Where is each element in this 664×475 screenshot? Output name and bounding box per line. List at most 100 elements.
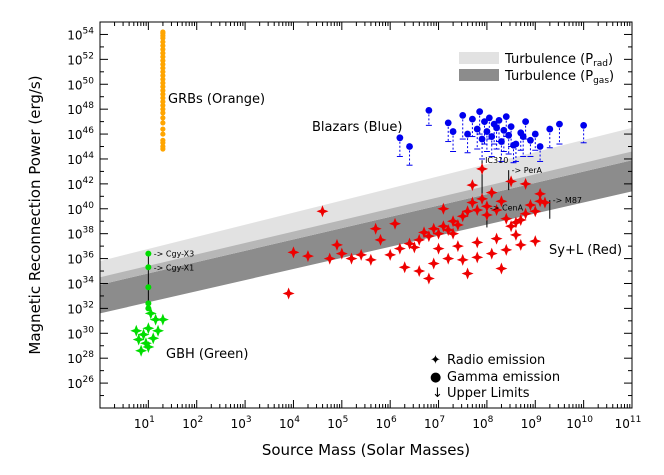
grbs-point (160, 131, 166, 137)
sy-l-point (323, 252, 336, 265)
blazars-point (507, 123, 515, 130)
sy-l-point (345, 252, 358, 265)
sy-l-point (466, 179, 479, 192)
legend-swatch-prad (459, 52, 499, 64)
sy-l-point (447, 215, 460, 228)
y-axis-title: Magnetic Reconnection Power (erg/s) (26, 75, 44, 354)
sy-l-point (534, 187, 547, 200)
sy-l-point (529, 205, 542, 218)
sy-l-point (282, 287, 295, 300)
y-tick-label: 1028 (67, 350, 94, 366)
sy-l-point (413, 233, 426, 246)
grbs-point (160, 110, 166, 116)
grbs-point (160, 87, 166, 94)
grbs-point (160, 106, 166, 112)
sy-l-point (374, 233, 387, 246)
gbh-point (135, 344, 148, 357)
gbh-point (130, 324, 143, 337)
sy-l-point (403, 237, 416, 250)
sy-l-point (408, 241, 421, 254)
sy-l-point (471, 204, 484, 217)
sy-l-point (364, 253, 377, 266)
sy-l-point (442, 223, 455, 236)
y-tick-label: 1036 (67, 251, 94, 267)
sy-l-point (287, 246, 300, 259)
sy-l-point (485, 247, 498, 260)
y-tick-label: 1048 (67, 101, 94, 117)
x-tick-label: 103 (231, 415, 252, 431)
grbs-point (160, 80, 166, 86)
y-tick-label: 1034 (67, 275, 94, 291)
gbh-point (132, 333, 145, 346)
annotation-blazar: Blazars (Blue) (312, 120, 402, 135)
sy-l-point (330, 238, 343, 251)
sy-l-point (509, 228, 522, 241)
blazars-point (498, 138, 505, 145)
blazars-point (580, 121, 588, 129)
sy-l-point (480, 200, 493, 213)
gbh-point (145, 284, 152, 291)
grbs-point (160, 43, 166, 49)
grbs-point (160, 58, 166, 64)
source-label: -> M87 (553, 196, 582, 205)
blazars-point (522, 118, 529, 126)
source-label: -> Cgy-X3 (154, 250, 194, 259)
grbs-point (160, 72, 166, 79)
y-tick-label: 1054 (67, 26, 94, 42)
grbs-point (160, 50, 166, 56)
grbs-point (160, 91, 166, 97)
grbs-point (160, 76, 166, 82)
blazars-point (500, 126, 508, 134)
grbs-point (160, 69, 166, 75)
blazars-point (527, 136, 534, 144)
blazars-point (546, 125, 554, 133)
sy-l-point (422, 272, 435, 285)
blazars-point (483, 128, 491, 135)
blazars-point (481, 118, 488, 126)
sy-l-point (447, 227, 460, 240)
blazars-point (464, 130, 471, 138)
gbh-point (144, 307, 157, 320)
legend-bands: Turbulence (Prad) Turbulence (Pgas) (459, 52, 614, 86)
blazars-point (519, 133, 527, 140)
sy-l-point (490, 204, 503, 217)
legend-gamma-icon: ● (430, 370, 441, 385)
x-tick-label: 109 (521, 415, 542, 431)
blazars-point (449, 128, 457, 135)
sy-l-point (476, 162, 489, 175)
source-label: -> PerA (512, 166, 543, 175)
y-tick-label: 1038 (67, 226, 94, 242)
y-tick-label: 1026 (67, 375, 94, 391)
y-tick-label: 1044 (67, 151, 94, 167)
x-tick-label: 104 (279, 415, 300, 431)
gbh-point (137, 328, 150, 341)
sy-l-point (432, 242, 445, 255)
sy-l-point (480, 209, 493, 221)
legend-radio-label: Radio emission (447, 353, 545, 368)
blazars-point (488, 133, 496, 140)
gbh-point (142, 340, 155, 353)
sy-l-point (355, 248, 368, 261)
grbs-point (160, 146, 166, 152)
sy-l-point (437, 220, 450, 233)
sy-l-point (461, 267, 474, 280)
sy-l-point (427, 257, 440, 270)
sy-l-point (369, 222, 382, 235)
grbs-point (160, 95, 166, 101)
blazars-point (485, 114, 493, 122)
sy-l-point (514, 213, 527, 226)
gbh-point (145, 300, 152, 307)
sy-l-point (519, 177, 532, 190)
annotation-gbh: GBH (Green) (166, 347, 248, 362)
blazars-point (396, 134, 404, 142)
gbh-point (139, 337, 152, 350)
legend-swatch-pgas (459, 69, 499, 81)
grbs-point (160, 126, 166, 132)
band-0 (100, 127, 632, 278)
sy-l-point (384, 248, 397, 261)
sy-l-point (422, 230, 435, 243)
sy-l-point (393, 242, 406, 255)
blazars-point (505, 131, 513, 139)
grbs-point (160, 99, 166, 105)
gbh-point (156, 313, 169, 326)
